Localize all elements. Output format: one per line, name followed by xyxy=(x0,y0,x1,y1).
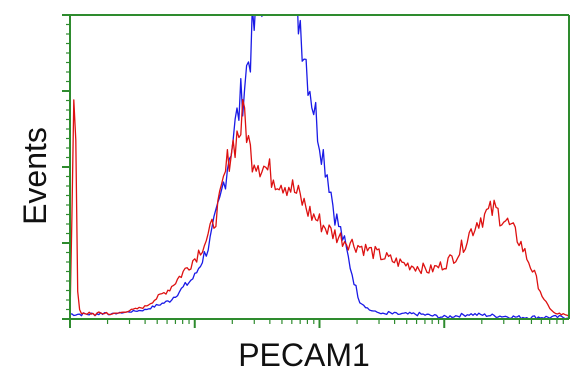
series-line-1 xyxy=(70,98,569,317)
y-axis-label: Events xyxy=(17,127,53,225)
plot-background xyxy=(70,15,569,319)
series-layer xyxy=(70,15,569,319)
tick-marks xyxy=(62,14,564,328)
x-axis-label: PECAM1 xyxy=(238,337,370,373)
series-line-0 xyxy=(70,15,569,319)
